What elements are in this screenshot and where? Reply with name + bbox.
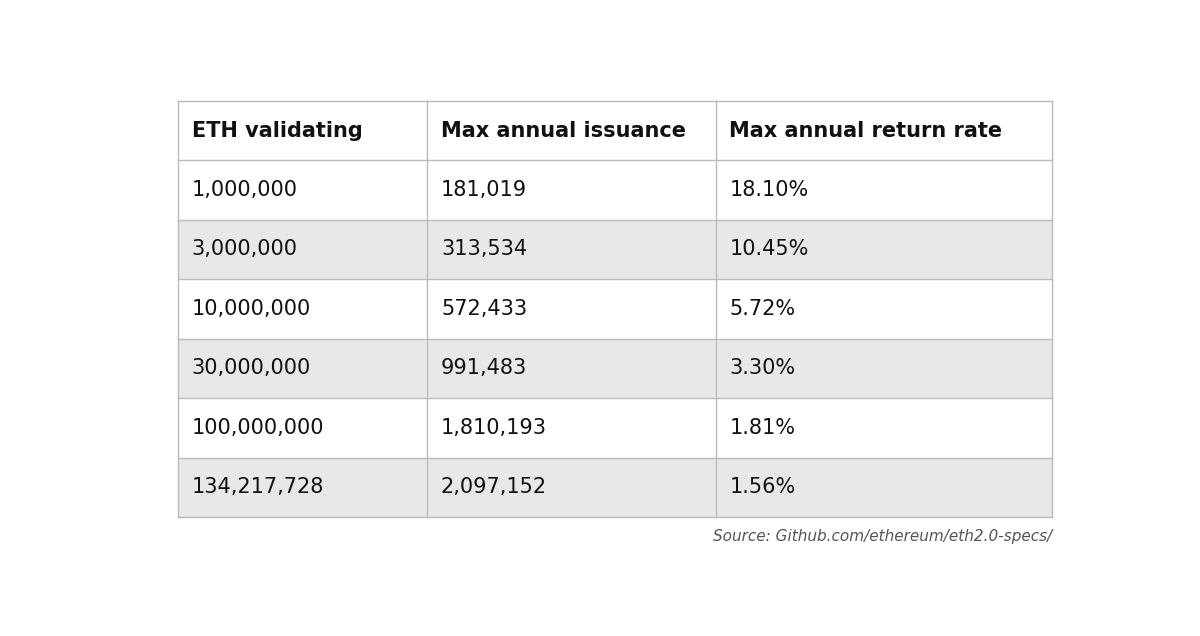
- Text: 181,019: 181,019: [440, 180, 527, 200]
- Text: 18.10%: 18.10%: [730, 180, 809, 200]
- Text: 3.30%: 3.30%: [730, 359, 796, 378]
- Text: 2,097,152: 2,097,152: [440, 478, 547, 497]
- Text: 100,000,000: 100,000,000: [192, 418, 324, 438]
- Bar: [178, 398, 1052, 458]
- Text: Source: Github.com/ethereum/eth2.0-specs/: Source: Github.com/ethereum/eth2.0-specs…: [713, 529, 1052, 544]
- Text: ETH validating: ETH validating: [192, 121, 362, 141]
- Text: 991,483: 991,483: [440, 359, 527, 378]
- Bar: [178, 279, 1052, 338]
- Text: 134,217,728: 134,217,728: [192, 478, 324, 497]
- Text: 1.56%: 1.56%: [730, 478, 796, 497]
- Text: 1.81%: 1.81%: [730, 418, 796, 438]
- Text: 5.72%: 5.72%: [730, 299, 796, 319]
- Bar: [178, 220, 1052, 279]
- Bar: [178, 160, 1052, 220]
- Text: 1,810,193: 1,810,193: [440, 418, 547, 438]
- Bar: [178, 100, 1052, 160]
- Text: 30,000,000: 30,000,000: [192, 359, 311, 378]
- Text: Max annual return rate: Max annual return rate: [730, 121, 1003, 141]
- Text: 313,534: 313,534: [440, 240, 527, 259]
- Text: 10.45%: 10.45%: [730, 240, 809, 259]
- Bar: [178, 338, 1052, 398]
- Text: Max annual issuance: Max annual issuance: [440, 121, 686, 141]
- Text: 572,433: 572,433: [440, 299, 527, 319]
- Text: 10,000,000: 10,000,000: [192, 299, 311, 319]
- Bar: [178, 458, 1052, 517]
- Text: 1,000,000: 1,000,000: [192, 180, 298, 200]
- Text: 3,000,000: 3,000,000: [192, 240, 298, 259]
